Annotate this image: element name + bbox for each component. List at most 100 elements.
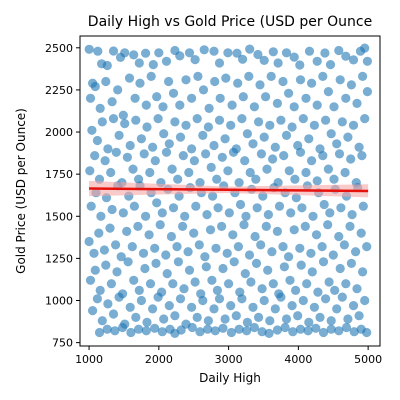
scatter-point: [233, 242, 243, 252]
scatter-point: [311, 323, 321, 333]
scatter-point: [204, 103, 214, 113]
scatter-point: [120, 119, 130, 129]
scatter-point: [354, 142, 364, 152]
scatter-point: [103, 299, 113, 309]
scatter-point: [145, 167, 155, 178]
scatter-point: [129, 50, 139, 60]
scatter-point: [318, 257, 329, 267]
scatter-point: [286, 208, 296, 218]
scatter-point: [184, 48, 195, 58]
scatter-point: [122, 226, 132, 236]
scatter-point: [242, 129, 252, 139]
scatter-point: [103, 144, 113, 154]
scatter-point: [131, 115, 141, 125]
scatter-point: [195, 178, 205, 188]
scatter-point: [212, 174, 222, 184]
x-tick-label: 2000: [145, 353, 173, 366]
scatter-point: [141, 326, 151, 336]
scatter-point: [362, 56, 372, 66]
y-tick-label: 1000: [45, 295, 73, 308]
scatter-point: [281, 48, 292, 58]
scatter-point: [178, 151, 188, 161]
scatter-point: [239, 220, 249, 230]
scatter-point: [126, 327, 136, 338]
scatter-point: [94, 228, 104, 238]
scatter-point: [265, 120, 275, 130]
scatter-point: [287, 301, 297, 311]
scatter-point: [214, 58, 225, 68]
scatter-point: [110, 326, 120, 336]
scatter-point: [343, 314, 353, 324]
x-axis-label: Daily High: [199, 371, 261, 385]
scatter-point: [141, 100, 151, 110]
scatter-point: [348, 301, 359, 311]
scatter-point: [237, 294, 247, 304]
scatter-point: [205, 225, 216, 235]
scatter-point: [231, 311, 241, 321]
scatter-point: [242, 317, 252, 327]
scatter-point: [240, 156, 250, 166]
scatter-point: [362, 242, 372, 252]
scatter-point: [175, 294, 186, 304]
scatter-point: [118, 322, 128, 333]
scatter-point: [175, 51, 185, 61]
scatter-point: [179, 284, 189, 294]
scatter-point: [244, 250, 255, 260]
scatter-point: [295, 60, 305, 70]
scatter-point: [227, 100, 237, 110]
scatter-point: [318, 327, 329, 338]
scatter-point: [148, 304, 158, 314]
scatter-point: [112, 267, 122, 277]
scatter-point: [228, 147, 239, 157]
scatter-point: [178, 221, 188, 231]
scatter-point: [346, 80, 356, 90]
scatter-point: [244, 71, 254, 81]
scatter-point: [134, 324, 144, 334]
scatter-point: [318, 71, 328, 81]
scatter-point: [209, 304, 219, 314]
scatter-point: [202, 210, 212, 220]
scatter-point: [334, 231, 344, 242]
scatter-point: [246, 277, 256, 287]
scatter-point: [102, 324, 112, 334]
scatter-point: [222, 248, 232, 258]
scatter-point: [242, 326, 252, 336]
scatter-point: [89, 248, 99, 258]
scatter-point: [224, 279, 234, 289]
scatter-point: [114, 130, 124, 140]
scatter-point: [291, 285, 301, 295]
scatter-point: [176, 325, 186, 335]
scatter-point: [181, 120, 191, 130]
scatter-point: [312, 56, 322, 66]
scatter-point: [131, 312, 141, 322]
scatter-point: [124, 73, 135, 83]
scatter-point: [151, 258, 161, 268]
scatter-point: [266, 71, 276, 81]
scatter-point: [217, 152, 227, 162]
scatter-point: [332, 139, 342, 149]
scatter-point: [94, 327, 105, 338]
scatter-point: [101, 76, 111, 87]
scatter-point: [166, 231, 176, 242]
scatter-point: [108, 114, 119, 124]
scatter-point: [189, 156, 199, 166]
scatter-point: [136, 134, 146, 144]
scatter-point: [206, 162, 216, 172]
scatter-point: [234, 324, 244, 334]
scatter-point: [268, 154, 278, 164]
scatter-point: [141, 211, 151, 221]
scatter-point: [120, 48, 130, 58]
scatter-point: [214, 115, 225, 125]
chart-title: Daily High vs Gold Price (USD per Ounce: [88, 14, 372, 30]
scatter-point: [201, 149, 211, 159]
scatter-point: [276, 292, 286, 302]
scatter-point: [323, 164, 333, 174]
scatter-point: [270, 304, 280, 314]
scatter-point: [87, 125, 97, 135]
scatter-point: [238, 92, 248, 102]
scatter-point: [237, 114, 247, 124]
scatter-point: [111, 240, 121, 250]
scatter-point: [336, 203, 346, 213]
scatter-point: [259, 132, 269, 142]
